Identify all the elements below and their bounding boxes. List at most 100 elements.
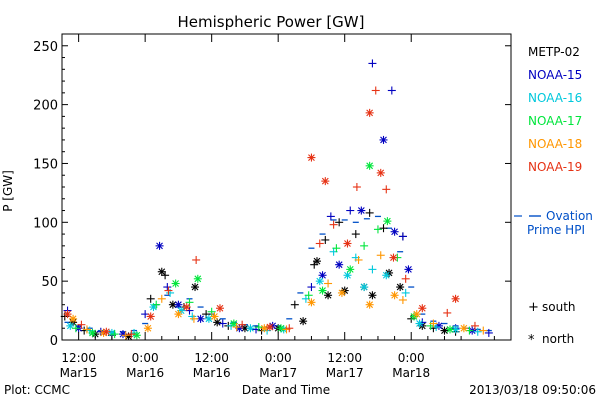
data-point [260,324,269,333]
south-marker-symbol: + [528,300,539,315]
y-tick-label: 250 [33,40,58,55]
data-point [163,283,172,292]
data-point [365,161,374,170]
data-point [171,279,180,288]
data-point [365,108,374,117]
data-point [335,218,344,227]
star-d2 [69,315,77,323]
star-d2 [247,324,254,332]
star-d2 [338,289,346,297]
star-d2 [418,304,426,312]
data-point [161,271,170,280]
star-d2 [382,271,390,279]
data-point [418,304,427,313]
star-d2 [360,283,368,291]
star-d2 [324,291,332,299]
star-d2 [299,317,307,325]
y-tick-label: 150 [33,157,58,172]
north-marker-symbol: * [528,333,535,348]
data-point [196,314,205,323]
data-point [174,310,183,319]
star-d2 [366,162,374,170]
data-point [368,291,377,300]
star-d2 [172,280,180,287]
data-point [265,323,274,332]
star-d2 [346,265,354,273]
star-d2 [175,310,182,318]
data-point [326,212,335,221]
star-d2 [235,324,243,332]
data-point [337,288,346,297]
data-point [246,324,255,333]
data-point [451,294,460,303]
data-point [352,183,361,191]
data-point [304,291,313,300]
star-d2 [377,169,385,177]
star-d2 [308,154,315,161]
data-point [446,325,455,334]
data-point [307,283,316,292]
star-d2 [266,323,274,331]
data-point [415,319,424,328]
star-d2 [380,136,387,144]
star-d2 [211,313,218,320]
data-point [121,331,130,340]
star-d2 [64,310,71,318]
data-point [110,330,119,339]
star-d2 [452,295,459,303]
x-tick-time: 0:00 [398,351,425,365]
data-point [479,326,488,335]
data-point [193,274,202,283]
star-d2 [369,291,376,299]
star-d2 [66,322,74,330]
x-axis-label: Date and Time [242,383,330,397]
data-point [82,325,91,334]
data-point [152,300,161,309]
star-d2 [319,287,326,294]
data-point [307,153,316,162]
data-point [324,279,333,288]
data-point [473,327,482,336]
star-d2 [197,315,204,323]
data-point [315,239,324,248]
star-d2 [183,303,191,311]
data-point [484,328,493,337]
star-d2 [335,261,343,269]
data-point [332,244,341,253]
star-d2 [156,242,163,250]
data-point [229,319,238,328]
star-d2 [416,320,423,327]
star-d2 [169,301,177,309]
data-point [390,227,399,236]
data-point [470,321,479,330]
star-d2 [357,207,365,214]
legend-entry: NOAA-19 [528,160,582,174]
star-d2 [316,277,324,285]
data-point [387,86,396,95]
y-tick-label: 200 [33,99,58,114]
data-point [168,300,177,309]
star-d2 [446,326,454,333]
data-point [440,326,449,335]
data-point [389,253,398,262]
data-point [238,320,247,329]
star-d2 [366,301,374,309]
data-point [401,274,410,283]
data-point [459,324,468,333]
data-point [182,303,191,312]
star-d2 [147,313,155,320]
legend-entry: METP-02 [528,45,580,59]
x-tick-time: 12:00 [327,351,362,365]
y-axis-label: P [GW] [1,170,15,212]
data-point [376,251,385,260]
x-tick-date: Mar18 [392,366,430,380]
star-d2 [366,109,374,117]
data-point [102,327,111,336]
data-point [354,255,363,264]
data-point [346,265,355,274]
star-d2 [452,326,459,333]
star-d2 [390,254,397,262]
legend-entry: NOAA-15 [528,68,582,82]
data-point [143,324,152,333]
data-point [368,59,377,68]
